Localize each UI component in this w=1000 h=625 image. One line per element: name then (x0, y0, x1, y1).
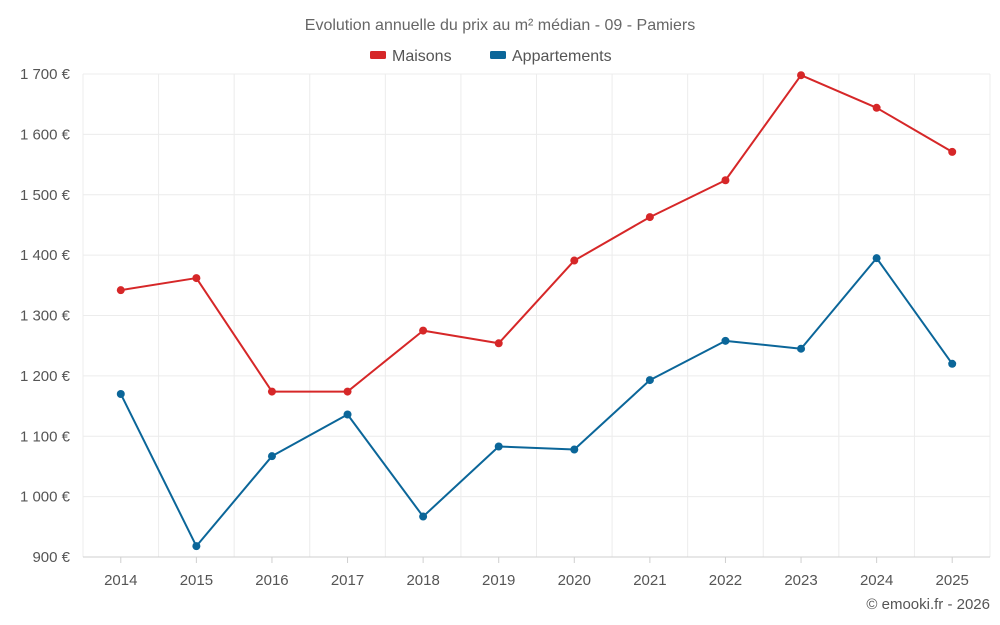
x-tick-label: 2019 (482, 572, 515, 589)
x-tick-label: 2024 (860, 572, 893, 589)
y-tick-label: 1 200 € (20, 368, 71, 385)
data-point-appartements[interactable] (570, 445, 579, 454)
legend[interactable]: Maisons Appartements (370, 48, 612, 65)
y-tick-label: 1 700 € (20, 66, 71, 83)
series (116, 71, 957, 551)
data-point-appartements[interactable] (192, 542, 201, 551)
series-line-maisons (120, 74, 953, 393)
legend-item-maisons[interactable]: Maisons (392, 48, 452, 65)
x-tick-label: 2020 (558, 572, 591, 589)
grid (82, 73, 991, 557)
legend-item-appartements[interactable]: Appartements (512, 48, 612, 65)
y-tick-label: 1 500 € (20, 187, 71, 204)
data-point-appartements[interactable] (645, 376, 654, 385)
x-tick-label: 2023 (784, 572, 817, 589)
y-tick-label: 1 300 € (20, 308, 71, 325)
y-tick-label: 1 400 € (20, 247, 71, 264)
data-point-appartements[interactable] (116, 389, 125, 398)
chart-title: Evolution annuelle du prix au m² médian … (305, 17, 695, 34)
data-point-maisons[interactable] (948, 147, 957, 156)
x-tick-label: 2025 (936, 572, 969, 589)
y-tick-label: 1 100 € (20, 428, 71, 445)
data-point-appartements[interactable] (948, 359, 957, 368)
x-tick-label: 2014 (104, 572, 137, 589)
data-point-maisons[interactable] (419, 326, 428, 335)
legend-swatch-maisons (370, 51, 386, 59)
y-tick-label: 1 000 € (20, 489, 71, 506)
data-point-appartements[interactable] (267, 452, 276, 461)
y-tick-label: 1 600 € (20, 126, 71, 143)
data-point-maisons[interactable] (494, 339, 503, 348)
legend-swatch-appartements (490, 51, 506, 59)
data-point-appartements[interactable] (872, 254, 881, 263)
x-tick-label: 2015 (180, 572, 213, 589)
x-axis: 2014 2015 2016 2017 2018 2019 2020 2021 2022 2023… (83, 556, 990, 589)
data-point-appartements[interactable] (721, 336, 730, 345)
data-point-maisons[interactable] (797, 71, 806, 80)
data-point-maisons[interactable] (116, 286, 125, 295)
data-point-appartements[interactable] (797, 344, 806, 353)
data-point-appartements[interactable] (343, 410, 352, 419)
credit-text: © emooki.fr - 2026 (866, 596, 990, 613)
data-point-maisons[interactable] (872, 103, 881, 112)
data-point-maisons[interactable] (645, 213, 654, 222)
data-point-maisons[interactable] (343, 387, 352, 396)
data-point-maisons[interactable] (192, 274, 201, 283)
x-tick-label: 2018 (406, 572, 439, 589)
series-line-appartements (119, 257, 954, 548)
data-point-appartements[interactable] (494, 442, 503, 451)
x-tick-label: 2017 (331, 572, 364, 589)
x-tick-label: 2021 (633, 572, 666, 589)
data-point-maisons[interactable] (267, 387, 276, 396)
y-tick-label: 900 € (32, 549, 70, 566)
x-tick-label: 2016 (255, 572, 288, 589)
data-point-maisons[interactable] (570, 256, 579, 265)
data-point-maisons[interactable] (721, 176, 730, 185)
y-axis: 900 € 1 000 € 1 100 € 1 200 € 1 300 € 1 400 €… (20, 66, 71, 566)
x-tick-label: 2022 (709, 572, 742, 589)
data-point-appartements[interactable] (419, 512, 428, 521)
